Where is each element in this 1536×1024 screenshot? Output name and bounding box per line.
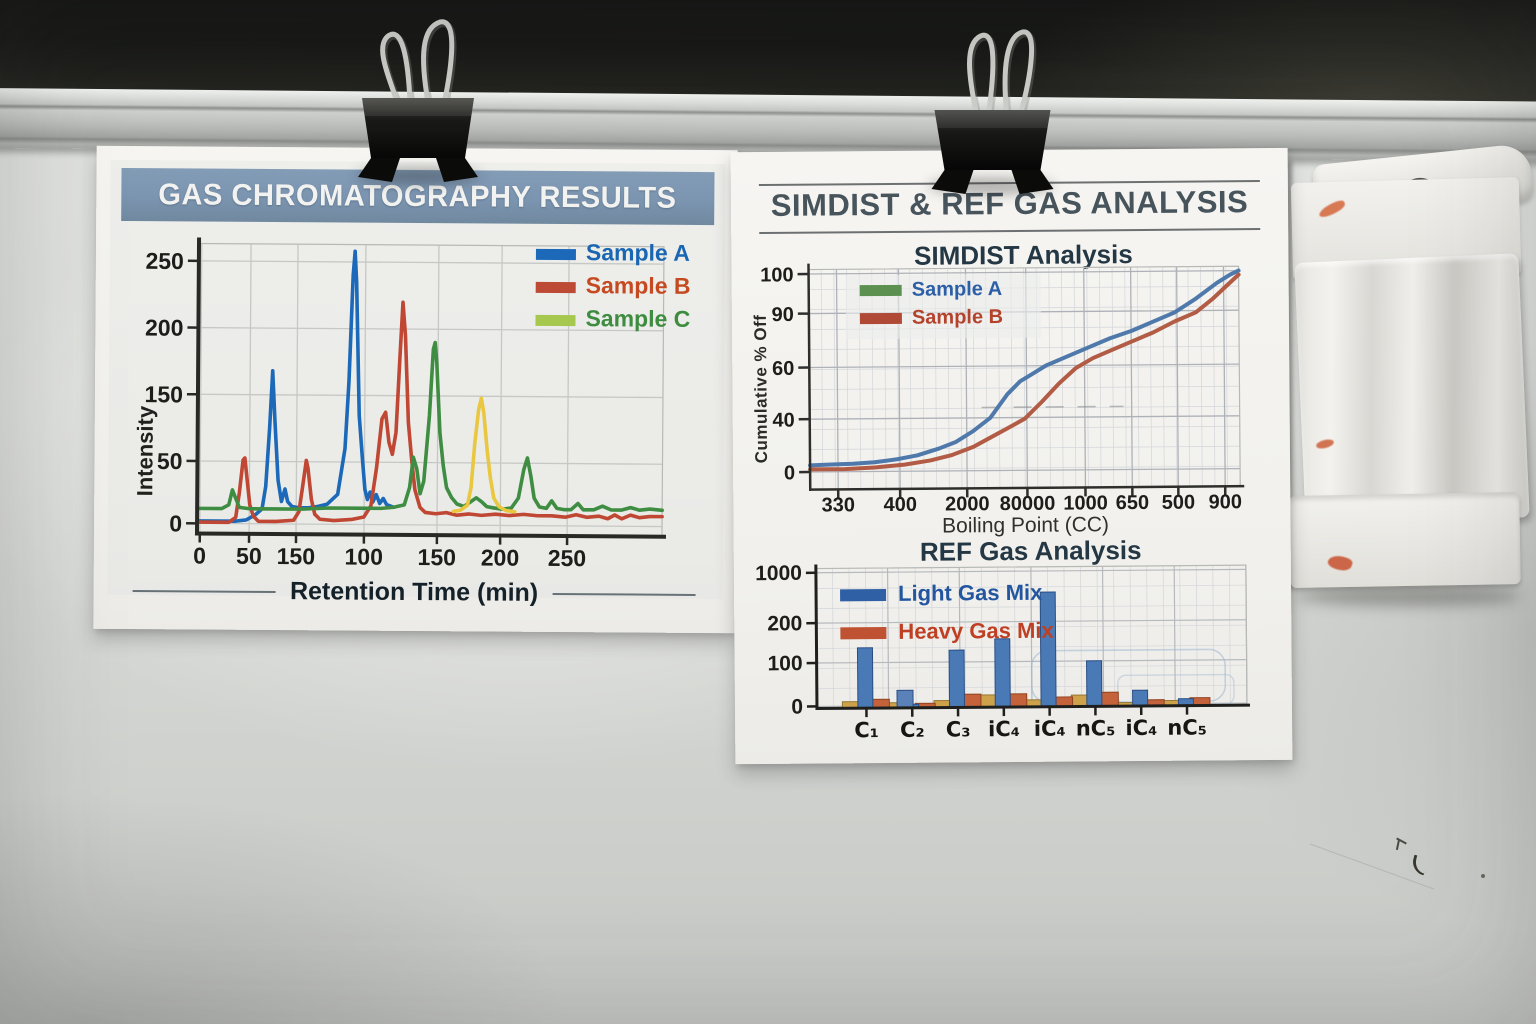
svg-text:100: 100 <box>767 652 802 675</box>
simdist-line-chart: 330 400 2000 80000 1000 650 500 9001009060400Sa… <box>760 263 1245 516</box>
svg-text:200: 200 <box>481 544 520 570</box>
svg-text:650: 650 <box>1116 492 1150 514</box>
svg-text:Sample A: Sample A <box>586 239 690 266</box>
scuff-mark <box>1481 874 1485 878</box>
clip-wire-handles <box>380 19 455 107</box>
svg-text:50: 50 <box>157 448 183 474</box>
svg-text:Light Gas Mix: Light Gas Mix <box>898 580 1043 606</box>
svg-text:100: 100 <box>344 544 383 570</box>
gc-chromatogram-chart: 0 50 150 100 150 200 250 250 200 150 50 0 Sample A Sa… <box>144 237 691 571</box>
svg-text:150: 150 <box>144 381 183 407</box>
svg-text:0: 0 <box>791 696 803 719</box>
svg-text:1000: 1000 <box>755 562 802 585</box>
clip-body <box>934 110 1051 170</box>
svg-text:60: 60 <box>772 358 794 380</box>
eraser-ridged-body <box>1294 253 1530 527</box>
clip-foot <box>931 170 974 194</box>
sd-chart-plot: 330 400 2000 80000 1000 650 500 9001009060400Sa… <box>760 263 1245 516</box>
svg-text:iC₄: iC₄ <box>988 717 1020 741</box>
svg-text:100: 100 <box>760 264 794 286</box>
svg-text:400: 400 <box>883 494 917 516</box>
svg-text:C₂: C₂ <box>900 718 925 742</box>
svg-text:0: 0 <box>784 462 795 484</box>
eraser-lower-block <box>1289 491 1521 588</box>
svg-text:40: 40 <box>772 410 794 432</box>
svg-text:iC₄: iC₄ <box>1034 717 1066 741</box>
svg-text:Sample A: Sample A <box>912 278 1003 301</box>
svg-text:0: 0 <box>193 542 206 568</box>
gc-x-axis-label-row: Retention Time (min) <box>118 576 709 609</box>
gc-results-poster: GAS CHROMATOGRAPHY RESULTS Intensity 0 50… <box>93 145 738 634</box>
svg-text:250: 250 <box>548 545 587 571</box>
svg-text:250: 250 <box>145 248 184 274</box>
svg-text:0: 0 <box>169 510 182 536</box>
clip-wire-handles <box>967 29 1035 117</box>
svg-text:Heavy Gas Mix: Heavy Gas Mix <box>898 618 1054 644</box>
clip-body <box>362 98 474 158</box>
svg-text:330: 330 <box>822 494 856 516</box>
svg-text:2000: 2000 <box>945 493 990 515</box>
svg-text:50: 50 <box>236 543 262 569</box>
whiteboard-eraser <box>1285 142 1536 610</box>
eraser-shadow <box>1296 586 1520 606</box>
clip-foot <box>1011 170 1054 194</box>
binder-clip-right <box>931 29 1054 194</box>
gc-x-axis-label: Retention Time (min) <box>289 577 539 607</box>
svg-text:iC₄: iC₄ <box>1125 716 1157 740</box>
svg-text:500: 500 <box>1162 492 1196 514</box>
svg-text:C₃: C₃ <box>946 717 971 741</box>
svg-text:C₁: C₁ <box>854 718 879 742</box>
svg-text:1000: 1000 <box>1063 492 1108 514</box>
svg-text:nC₅: nC₅ <box>1076 716 1116 740</box>
svg-text:80000: 80000 <box>1000 493 1056 515</box>
gc-chart-plot: 0 50 150 100 150 200 250 250 200 150 50 0 Sample A Sa… <box>144 237 691 571</box>
svg-text:nC₅: nC₅ <box>1167 715 1207 739</box>
divider-line <box>132 589 277 593</box>
clip-foot <box>436 158 478 182</box>
svg-text:200: 200 <box>767 612 802 635</box>
svg-text:150: 150 <box>277 543 316 569</box>
simdist-ref-poster: SIMDIST & REF GAS ANALYSIS SIMDIST Analy… <box>730 147 1293 765</box>
svg-text:Sample C: Sample C <box>585 305 690 332</box>
svg-text:Sample B: Sample B <box>912 306 1003 329</box>
svg-text:Sample B: Sample B <box>586 272 691 299</box>
title-rule-bottom <box>759 228 1261 234</box>
divider-line <box>552 592 696 596</box>
binder-clip-left <box>358 19 478 182</box>
svg-text:150: 150 <box>417 544 456 570</box>
svg-text:900: 900 <box>1209 491 1243 513</box>
clip-foot <box>358 158 400 182</box>
svg-text:90: 90 <box>772 304 794 326</box>
svg-text:200: 200 <box>145 314 184 340</box>
